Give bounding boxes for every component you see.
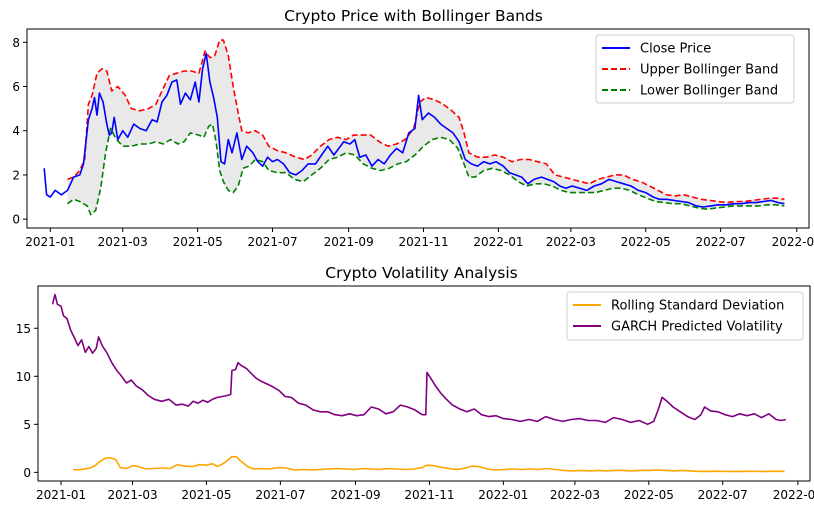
price-chart-x-tick-label: 2022-03 [546,235,596,249]
price-chart-x-axis: 2021-01 2021-03 2021-05 2021-07 2021-09 2021-… [25,228,814,249]
volatility-chart-x-tick-label: 2021-11 [404,488,454,502]
series-line-close-price [43,52,785,208]
volatility-chart-y-tick-label: 5 [23,418,31,432]
volatility-chart-title: Crypto Volatility Analysis [325,264,517,282]
price-chart-data-layer [43,39,785,216]
volatility-chart-x-tick-label: 2022-07 [698,488,748,502]
legend-label-close-price: Close Price [640,42,711,57]
volatility-chart-y-tick-label: 0 [23,466,31,480]
volatility-chart-x-tick-label: 2021-01 [36,488,86,502]
series-line-garch-predicted-volatility [51,293,786,426]
volatility-chart-axes-frame [37,285,811,482]
volatility-chart-legend-box [566,291,804,341]
series-line-lower-bollinger-band [67,123,785,216]
price-chart-x-tick-label: 2021-05 [173,235,223,249]
volatility-chart-x-tick-label: 2021-03 [107,488,157,502]
price-chart-x-tick-label: 2021-07 [247,235,297,249]
price-chart-x-tick-label: 2021-09 [324,235,374,249]
legend-label-lower-bollinger-band: Lower Bollinger Band [640,84,778,99]
volatility-chart-legend: Rolling Standard Deviation GARCH Predicte… [566,291,804,341]
price-chart-y-tick-label: 8 [12,36,20,50]
price-chart-x-tick-label: 2021-03 [98,235,148,249]
price-chart-x-tick-label: 2022-09 [772,235,814,249]
legend-label-garch-predicted-volatility: GARCH Predicted Volatility [611,320,783,335]
volatility-chart-y-axis: 0 5 10 15 [16,322,38,480]
volatility-chart: Crypto Volatility Analysis 2021-01 2021-0… [16,264,814,502]
price-chart-y-axis: 0 2 4 6 8 [12,36,27,227]
price-chart-y-tick-label: 6 [12,80,20,94]
price-chart-y-tick-label: 2 [12,168,20,182]
volatility-chart-x-tick-label: 2021-09 [330,488,380,502]
price-chart-x-tick-label: 2022-01 [473,235,523,249]
price-chart-legend-box [595,34,795,104]
legend-label-upper-bollinger-band: Upper Bollinger Band [640,63,779,78]
price-chart: Crypto Price with Bollinger Bands 2021-0… [12,7,814,249]
volatility-chart-x-axis: 2021-01 2021-03 2021-05 2021-07 2021-09 2021-… [36,481,814,502]
volatility-chart-x-tick-label: 2021-05 [181,488,231,502]
price-chart-y-tick-label: 0 [12,213,20,227]
series-line-upper-bollinger-band [67,39,785,204]
price-chart-x-tick-label: 2022-07 [696,235,746,249]
volatility-chart-x-tick-label: 2022-03 [550,488,600,502]
series-line-rolling-standard-deviation [73,455,785,473]
price-chart-x-tick-label: 2021-11 [398,235,448,249]
price-chart-x-tick-label: 2021-01 [25,235,75,249]
price-chart-title: Crypto Price with Bollinger Bands [284,7,543,25]
legend-label-rolling-standard-deviation: Rolling Standard Deviation [611,299,784,314]
bollinger-band-fill [67,40,785,215]
volatility-chart-y-tick-label: 10 [16,370,31,384]
volatility-chart-x-tick-label: 2022-01 [478,488,528,502]
price-chart-axes-frame [26,28,810,229]
volatility-chart-data-layer [51,293,786,473]
volatility-chart-x-tick-label: 2022-09 [773,488,814,502]
price-chart-x-tick-label: 2022-05 [621,235,671,249]
price-chart-legend: Close Price Upper Bollinger Band Lower Bol… [595,34,795,104]
volatility-chart-y-tick-label: 15 [16,322,31,336]
price-chart-y-tick-label: 4 [12,124,20,138]
volatility-chart-x-tick-label: 2021-07 [255,488,305,502]
volatility-chart-x-tick-label: 2022-05 [624,488,674,502]
